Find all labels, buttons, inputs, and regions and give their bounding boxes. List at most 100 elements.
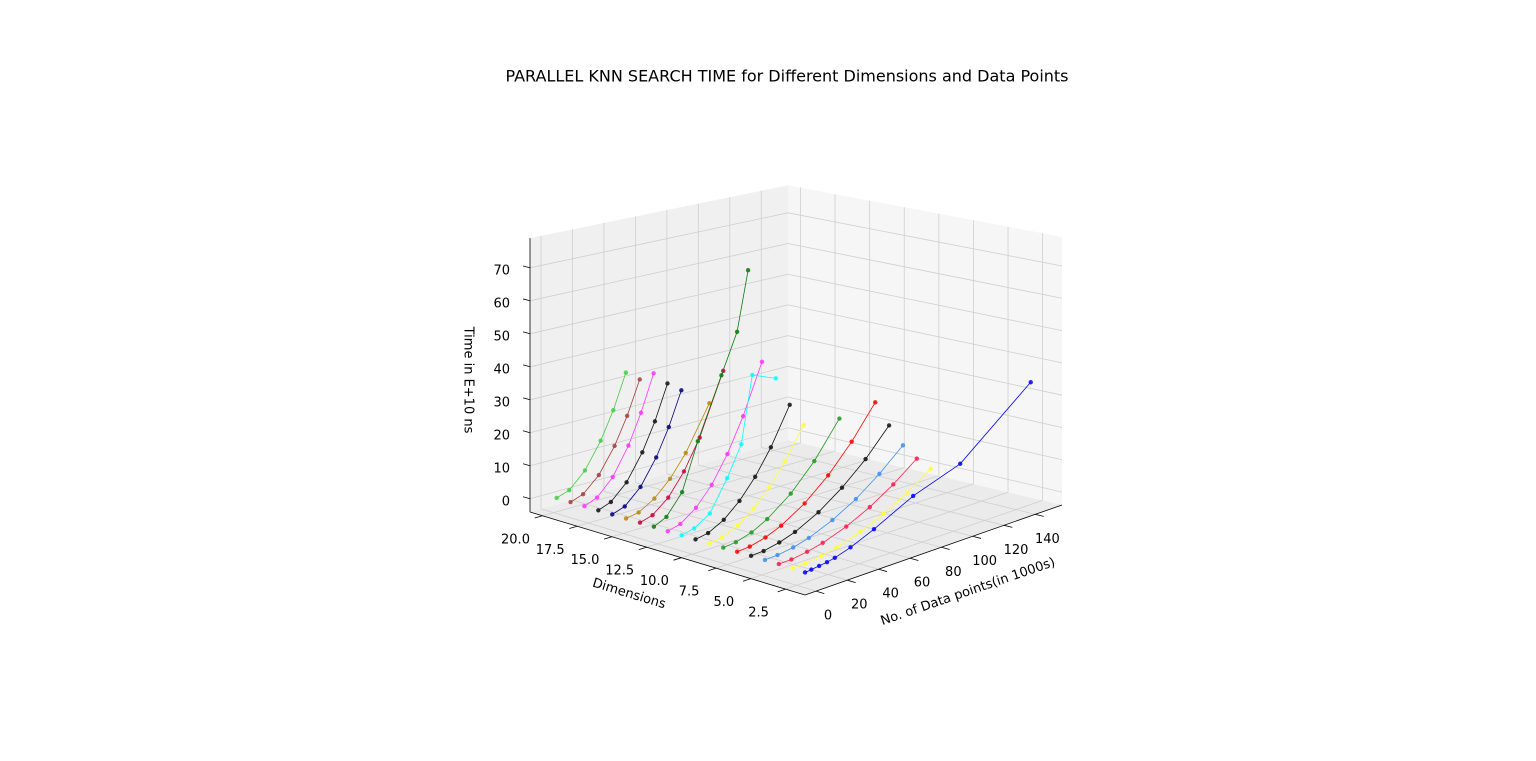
x-axis-label: No. of Data points(in 1000s)	[879, 555, 1057, 629]
data-point	[740, 414, 746, 419]
data-point	[665, 381, 670, 386]
data-point	[871, 527, 877, 532]
grid-line	[785, 500, 1043, 590]
z-tick	[522, 463, 531, 467]
x-axis	[804, 504, 1063, 596]
data-point	[734, 549, 740, 554]
pane-back-left	[530, 185, 788, 512]
data-point	[750, 372, 755, 378]
data-point	[610, 512, 615, 517]
z-tick-label: 30	[493, 395, 510, 410]
z-tick	[522, 331, 531, 335]
data-point	[749, 530, 754, 535]
data-point	[788, 491, 793, 496]
z-tick-label: 0	[502, 494, 510, 509]
data-point	[652, 496, 657, 501]
series-line	[737, 402, 876, 553]
grid-line	[787, 335, 1063, 396]
data-point	[761, 548, 766, 554]
data-point	[848, 545, 853, 550]
data-point	[709, 482, 714, 488]
data-point	[737, 498, 742, 504]
series-line	[764, 445, 904, 561]
data-point	[651, 371, 656, 376]
series-line	[598, 383, 668, 511]
x-tick	[1035, 513, 1044, 517]
data-point	[651, 524, 657, 529]
series-line	[584, 373, 654, 507]
z-tick	[522, 298, 531, 302]
data-point	[721, 517, 726, 522]
data-point	[623, 370, 629, 375]
data-point	[773, 376, 779, 381]
y-tick	[708, 567, 717, 572]
x-tick	[847, 579, 856, 583]
data-point	[568, 499, 573, 505]
y-axis	[529, 511, 806, 596]
data-point	[735, 523, 740, 528]
data-point	[666, 495, 671, 500]
data-point	[806, 535, 812, 541]
y-tick	[534, 515, 543, 519]
data-point	[745, 268, 751, 273]
grid-line	[681, 475, 939, 559]
data-point	[596, 472, 602, 478]
series-line	[750, 425, 890, 557]
data-point	[679, 490, 685, 495]
grid-line	[603, 490, 879, 570]
data-point	[825, 473, 831, 478]
x-tick-label: 40	[882, 587, 899, 602]
y-tick-label: 7.5	[679, 585, 700, 600]
grid-line	[787, 396, 1063, 461]
grid-line	[761, 447, 1036, 515]
x-tick-label: 0	[824, 609, 832, 624]
grid-line	[529, 427, 789, 500]
data-point	[637, 377, 642, 382]
x-tick	[878, 568, 888, 572]
grid-line	[529, 212, 789, 269]
data-point	[667, 476, 673, 481]
x-tick-label: 100	[972, 554, 997, 569]
series-line	[611, 390, 682, 515]
data-point	[834, 545, 839, 550]
data-point	[596, 508, 601, 513]
y-tick	[603, 536, 613, 540]
grid-line	[529, 273, 789, 335]
data-point	[664, 514, 669, 520]
grid-line	[787, 273, 1063, 331]
data-point	[582, 468, 588, 473]
data-point	[666, 424, 671, 430]
y-tick	[638, 546, 647, 551]
data-point	[873, 400, 878, 405]
data-point	[752, 474, 758, 480]
data-point	[567, 487, 572, 493]
y-tick	[742, 578, 751, 582]
grid-line	[529, 365, 789, 434]
y-tick-label: 15.0	[570, 553, 599, 568]
data-point	[665, 528, 670, 534]
grid-line	[787, 304, 1063, 364]
grid-line	[529, 304, 789, 368]
series-line	[804, 382, 1032, 573]
data-point	[733, 540, 739, 545]
data-point	[721, 545, 726, 550]
data-point	[652, 419, 658, 424]
y-tick-label: 12.5	[605, 564, 634, 579]
grid-line	[787, 365, 1063, 428]
x-tick	[909, 557, 919, 561]
data-point	[691, 526, 697, 531]
series-line	[792, 468, 931, 569]
data-point	[844, 524, 849, 529]
x-tick	[1003, 524, 1013, 528]
z-tick	[522, 397, 531, 401]
z-tick-label: 50	[493, 329, 510, 344]
data-point	[608, 499, 614, 505]
data-point	[853, 496, 859, 502]
z-tick-label: 40	[493, 362, 510, 377]
grid-line	[729, 455, 1005, 526]
x-tick	[815, 590, 825, 595]
data-point	[763, 535, 768, 540]
data-point	[837, 416, 842, 421]
data-point	[693, 537, 698, 542]
grid-line	[750, 491, 1009, 580]
